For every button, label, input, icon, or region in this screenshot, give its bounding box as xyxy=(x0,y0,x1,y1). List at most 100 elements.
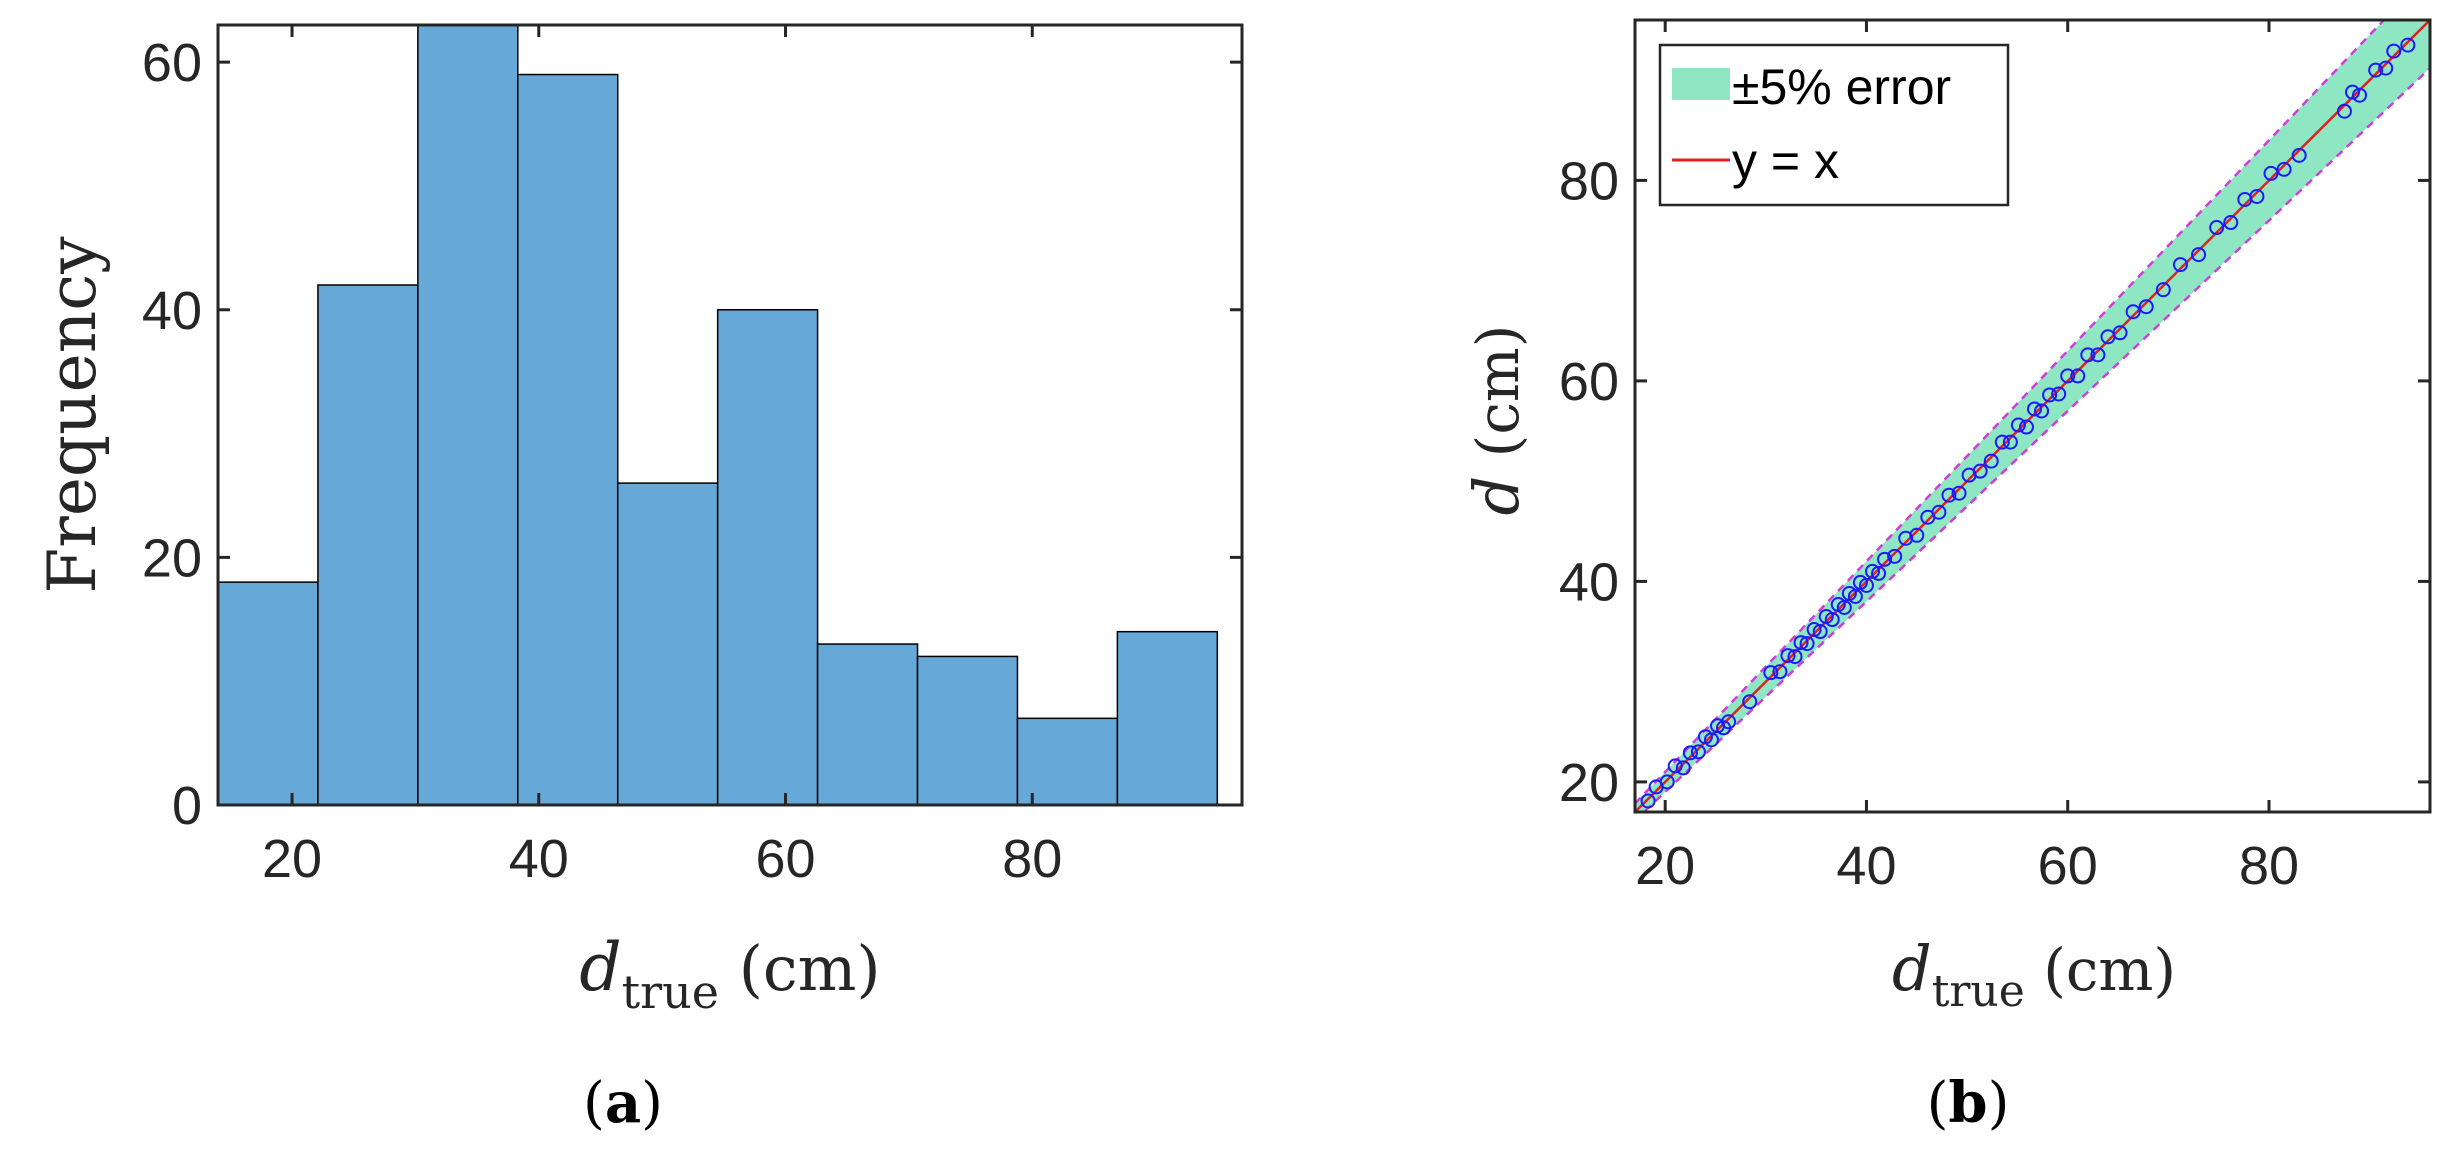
scatter-point xyxy=(1742,694,1758,710)
scatter-y-label-unit: (cm) xyxy=(1464,325,1532,476)
scatter-x-axis-label: dtrue (cm) xyxy=(1892,932,2176,1017)
histogram-bar xyxy=(1016,717,1119,805)
scatter-point xyxy=(1780,648,1796,664)
scatter-x-label-symbol: d xyxy=(1892,932,1932,1005)
histogram-bar xyxy=(517,73,619,805)
scatter-point xyxy=(2125,304,2141,320)
scatter-x-label-unit: (cm) xyxy=(2025,936,2176,1004)
histogram-bar xyxy=(1116,630,1219,805)
scatter-y-tick-label: 60 xyxy=(1559,352,1619,412)
scatter-point xyxy=(2051,386,2067,402)
scatter-point xyxy=(1909,527,1925,543)
histogram-bar xyxy=(916,655,1019,805)
scatter-x-tick-label: 20 xyxy=(1635,836,1695,896)
scatter-point xyxy=(1640,793,1656,809)
scatter-point xyxy=(2223,215,2239,231)
histogram-x-tick-label: 40 xyxy=(509,829,569,889)
scatter-point xyxy=(1972,463,1988,479)
histogram-bar xyxy=(417,25,519,805)
legend-line-label: y = x xyxy=(1732,133,1839,189)
scatter-point xyxy=(2060,368,2076,384)
histogram-ticks: 20 40 60 80 0 20 40 60 xyxy=(142,25,1242,889)
scatter-point xyxy=(1983,453,1999,469)
scatter-point xyxy=(2138,299,2154,315)
scatter-point xyxy=(2080,347,2096,363)
scatter-point xyxy=(2010,417,2026,433)
scatter-y-axis-label: d (cm) xyxy=(1460,325,1533,516)
scatter-point xyxy=(1675,760,1691,776)
histogram-x-tick-label: 80 xyxy=(1002,829,1062,889)
scatter-point xyxy=(2018,419,2034,435)
scatter-point xyxy=(2070,368,2086,384)
scatter-point xyxy=(2002,434,2018,450)
scatter-point xyxy=(2027,401,2043,417)
scatter-x-tick-label: 80 xyxy=(2239,836,2299,896)
scatter-plot-content xyxy=(1635,20,2430,812)
histogram-y-tick-label: 40 xyxy=(142,281,202,341)
scatter-x-label-subscript: true xyxy=(1932,966,2025,1017)
histogram-bar xyxy=(616,482,719,805)
scatter-point xyxy=(2042,387,2058,403)
histogram-panel: 20 40 60 80 0 20 40 60 Frequency dtrue (cm) (a) xyxy=(34,23,1244,1136)
scatter-point xyxy=(1858,577,1874,593)
histogram-y-axis-label: Frequency xyxy=(34,236,111,594)
scatter-y-tick-label: 20 xyxy=(1559,753,1619,813)
scatter-point xyxy=(2034,403,2050,419)
histogram-axes-box xyxy=(216,23,1244,807)
scatter-point xyxy=(2090,347,2106,363)
scatter-axes-box xyxy=(1633,18,2432,814)
scatter-point xyxy=(2112,325,2128,341)
panel-a-letter: a xyxy=(605,1070,641,1136)
scatter-point xyxy=(2386,43,2402,59)
histogram-x-tick-label: 20 xyxy=(262,829,322,889)
scatter-ticks: 20 40 60 80 20 40 60 80 xyxy=(1559,20,2430,896)
histogram-bars xyxy=(218,25,1219,805)
scatter-point xyxy=(1941,487,1957,503)
scatter-point xyxy=(1871,565,1887,581)
panel-b-caption: (b) xyxy=(1927,1070,2010,1136)
histogram-y-tick-label: 0 xyxy=(172,776,202,836)
scatter-point xyxy=(1703,732,1719,748)
scatter-point xyxy=(1951,485,1967,501)
scatter-point xyxy=(1690,744,1706,760)
scatter-y-label-symbol: d xyxy=(1460,476,1533,516)
scatter-y-tick-label: 80 xyxy=(1559,151,1619,211)
scatter-point xyxy=(2368,62,2384,78)
scatter-point xyxy=(2155,282,2171,298)
scatter-point xyxy=(2209,220,2225,236)
scatter-point xyxy=(2276,161,2292,177)
scatter-x-tick-label: 60 xyxy=(2038,836,2098,896)
scatter-point xyxy=(1772,664,1788,680)
scatter-point xyxy=(1812,624,1828,640)
scatter-point xyxy=(1847,588,1863,604)
scatter-point xyxy=(1864,563,1880,579)
histogram-bar xyxy=(816,643,919,805)
scatter-point xyxy=(1799,636,1815,652)
scatter-point xyxy=(1721,714,1737,730)
scatter-point xyxy=(1824,612,1840,628)
scatter-point xyxy=(1898,530,1914,546)
scatter-point xyxy=(2249,188,2265,204)
scatter-x-tick-label: 40 xyxy=(1836,836,1896,896)
scatter-point xyxy=(2352,87,2368,103)
panel-a-caption: (a) xyxy=(583,1070,663,1136)
scatter-point xyxy=(1931,504,1947,520)
histogram-x-tick-label: 60 xyxy=(755,829,815,889)
histogram-bar xyxy=(317,284,419,805)
scatter-point xyxy=(2291,147,2307,163)
scatter-point xyxy=(2172,257,2188,273)
scatter-point xyxy=(1659,774,1675,790)
histogram-bar xyxy=(218,581,319,805)
scatter-point xyxy=(1836,599,1852,615)
histogram-y-tick-label: 60 xyxy=(142,33,202,93)
error-band-lower-edge xyxy=(1642,67,2430,812)
scatter-point xyxy=(2345,84,2361,100)
panel-b-letter: b xyxy=(1948,1070,1987,1136)
scatter-point xyxy=(2400,37,2416,53)
scatter-point xyxy=(1682,745,1698,761)
legend-band-label: ±5% error xyxy=(1732,59,1951,115)
scatter-point xyxy=(1887,548,1903,564)
error-band-upper-edge xyxy=(1635,20,2386,805)
